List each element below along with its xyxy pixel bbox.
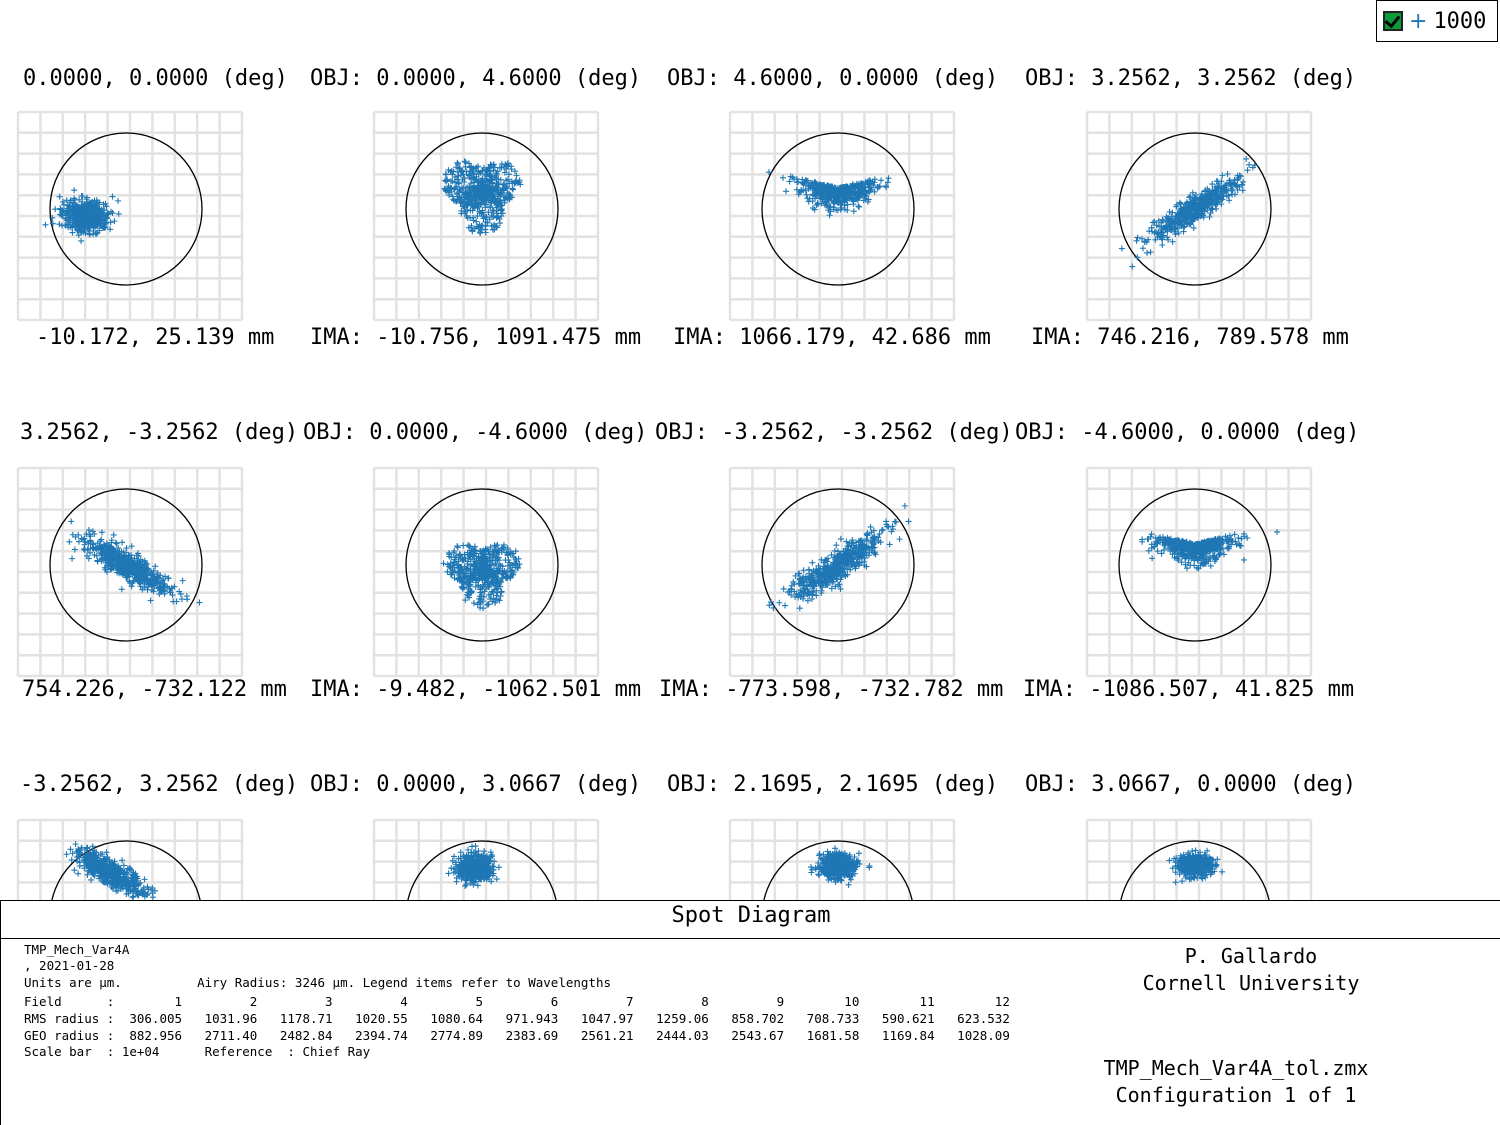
chart-title: Spot Diagram [1,901,1500,939]
airy-circle [763,840,913,900]
spot-cell-12 [1085,818,1313,900]
info-field-row: Field : 1 2 3 4 5 6 7 8 9 10 11 12 [24,994,1010,1009]
obj-label-1: 0.0000, 0.0000 (deg) [23,66,288,91]
spot-points [808,845,873,888]
info-scale-row: Scale bar : 1e+04 Reference : Chief Ray [24,1044,371,1059]
spot-cell-2 [372,110,600,322]
obj-label-8: OBJ: -4.6000, 0.0000 (deg) [1015,420,1360,445]
ima-label-6: IMA: -9.482, -1062.501 mm [310,677,642,702]
airy-circle [405,488,559,642]
author-name: P. Gallardo [1184,944,1318,968]
grid [16,110,244,322]
spot-points [441,158,524,237]
ima-label-2: IMA: -10.756, 1091.475 mm [310,325,642,350]
legend[interactable]: + 1000 [1376,0,1498,42]
spot-points [66,518,203,606]
obj-label-6: OBJ: 0.0000, -4.6000 (deg) [303,420,648,445]
info-rms-row: RMS radius : 306.005 1031.96 1178.71 102… [24,1011,1010,1026]
obj-label-10: OBJ: 0.0000, 3.0667 (deg) [310,772,642,797]
ima-label-4: IMA: 746.216, 789.578 mm [1031,325,1349,350]
spot-points [765,169,892,219]
ima-label-7: IMA: -773.598, -732.782 mm [659,677,1004,702]
airy-circle [761,132,915,286]
obj-label-7: OBJ: -3.2562, -3.2562 (deg) [655,420,1013,445]
spot-points [1118,155,1258,270]
spot-cell-5 [16,466,244,678]
grid [372,110,600,322]
spot-points [766,502,912,612]
spot-cell-3 [728,110,956,322]
ima-label-1: -10.172, 25.139 mm [36,325,275,350]
info-geo-row: GEO radius : 882.956 2711.40 2482.84 239… [24,1028,1010,1043]
spot-cell-9 [16,818,244,900]
ima-label-8: IMA: -1086.507, 41.825 mm [1023,677,1355,702]
plus-marker-icon: + [1409,8,1428,34]
legend-count: 1000 [1433,8,1487,34]
ima-label-5: 754.226, -732.122 mm [22,677,287,702]
author-affiliation: Cornell University [1142,971,1360,995]
grid [1085,818,1313,900]
obj-label-4: OBJ: 3.2562, 3.2562 (deg) [1025,66,1357,91]
airy-circle [405,132,559,286]
spot-cell-1 [16,110,244,322]
airy-circle [407,840,557,900]
spot-cell-10 [372,818,600,900]
grid [1085,466,1313,678]
airy-circle [51,840,201,900]
spot-points [63,841,158,900]
obj-label-3: OBJ: 4.6000, 0.0000 (deg) [667,66,999,91]
spot-points [42,187,122,244]
obj-label-2: OBJ: 0.0000, 4.6000 (deg) [310,66,642,91]
spot-cell-4 [1085,110,1313,322]
configuration: Configuration 1 of 1 [1115,1083,1357,1107]
info-date: , 2021-01-28 [24,958,115,973]
spot-cell-7 [728,466,956,678]
grid [728,110,956,322]
spot-cell-8 [1085,466,1313,678]
airy-circle [761,488,915,642]
airy-circle [1118,488,1272,642]
grid [728,818,956,900]
spot-points [445,843,502,890]
info-units: Units are µm. Airy Radius: 3246 µm. Lege… [24,975,611,990]
checkbox-icon[interactable] [1383,11,1403,31]
airy-circle [49,488,203,642]
ima-label-3: IMA: 1066.179, 42.686 mm [673,325,991,350]
spot-diagram-plot [16,110,1313,900]
info-panel: Spot Diagram TMP_Mech_Var4A , 2021-01-28… [0,900,1500,1125]
info-lens-name: TMP_Mech_Var4A [24,942,130,957]
airy-circle [1120,840,1270,900]
spot-cell-6 [372,466,600,678]
obj-label-5: 3.2562, -3.2562 (deg) [20,420,299,445]
file-name: TMP_Mech_Var4A_tol.zmx [1103,1056,1369,1080]
airy-circle [1118,132,1272,286]
spot-points [1139,528,1281,572]
airy-circle [49,132,203,286]
spot-points [440,541,523,612]
spot-points [1166,847,1226,886]
obj-label-12: OBJ: 3.0667, 0.0000 (deg) [1025,772,1357,797]
obj-label-11: OBJ: 2.1695, 2.1695 (deg) [667,772,999,797]
obj-label-9: -3.2562, 3.2562 (deg) [20,772,299,797]
spot-cell-11 [728,818,956,900]
